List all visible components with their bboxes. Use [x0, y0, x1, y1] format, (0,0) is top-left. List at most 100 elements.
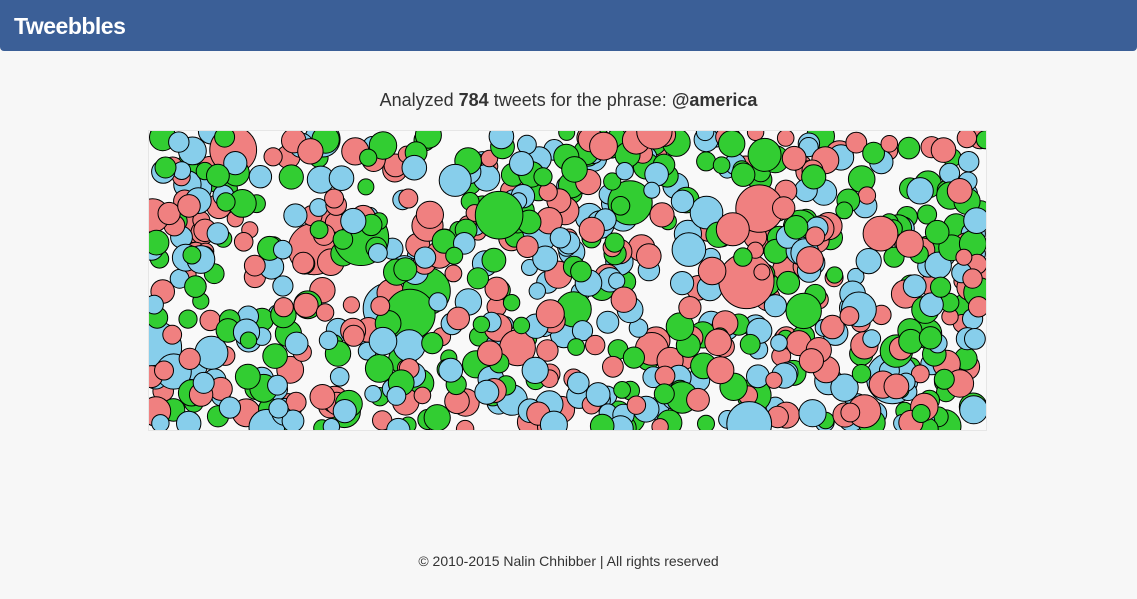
tweet-bubble[interactable]: [585, 334, 606, 356]
tweet-bubble[interactable]: [919, 292, 944, 317]
tweet-bubble[interactable]: [332, 229, 354, 250]
tweet-bubble[interactable]: [570, 260, 592, 283]
tweet-bubble[interactable]: [342, 324, 365, 347]
tweet-bubble[interactable]: [959, 395, 986, 425]
tweet-bubble[interactable]: [805, 226, 826, 247]
tweet-bubble[interactable]: [862, 141, 885, 165]
tweet-bubble[interactable]: [567, 338, 586, 356]
tweet-bubble[interactable]: [398, 188, 419, 209]
tweet-bubble[interactable]: [278, 164, 304, 190]
tweet-bubble[interactable]: [715, 212, 750, 247]
tweet-bubble[interactable]: [273, 297, 294, 318]
tweet-bubble[interactable]: [281, 409, 305, 430]
tweet-bubble[interactable]: [826, 266, 844, 284]
tweet-bubble[interactable]: [958, 151, 980, 173]
tweet-bubble[interactable]: [392, 329, 426, 363]
tweet-bubble[interactable]: [670, 271, 695, 296]
tweet-bubble[interactable]: [670, 189, 695, 214]
tweet-bubble[interactable]: [770, 334, 788, 352]
tweet-bubble[interactable]: [602, 355, 624, 378]
tweet-bubble[interactable]: [561, 156, 588, 183]
tweet-bubble[interactable]: [697, 256, 727, 286]
tweet-bubble[interactable]: [293, 292, 319, 318]
tweet-bubble[interactable]: [481, 247, 507, 273]
tweet-bubble[interactable]: [712, 156, 731, 175]
tweet-bubble[interactable]: [318, 330, 339, 351]
tweet-bubble[interactable]: [695, 131, 715, 142]
tweet-bubble[interactable]: [558, 131, 576, 141]
tweet-bubble[interactable]: [924, 219, 950, 245]
tweet-bubble[interactable]: [962, 268, 983, 289]
tweet-bubble[interactable]: [248, 165, 273, 189]
tweet-bubble[interactable]: [488, 131, 515, 150]
tweet-bubble[interactable]: [589, 131, 618, 161]
tweet-bubble[interactable]: [329, 367, 350, 387]
tweet-bubble[interactable]: [218, 396, 242, 419]
tweet-bubble[interactable]: [753, 263, 771, 281]
tweet-bubble[interactable]: [401, 154, 428, 181]
tweet-bubble[interactable]: [484, 276, 509, 302]
tweet-bubble[interactable]: [273, 239, 293, 260]
tweet-bubble[interactable]: [357, 178, 375, 196]
tweet-bubble[interactable]: [322, 418, 341, 431]
tweet-bubble[interactable]: [157, 201, 181, 226]
tweet-bubble[interactable]: [604, 232, 625, 253]
tweet-bubble[interactable]: [206, 163, 230, 188]
tweet-bubble[interactable]: [533, 167, 553, 187]
tweet-bubble[interactable]: [359, 148, 378, 167]
tweet-bubble[interactable]: [272, 275, 294, 297]
tweet-bubble[interactable]: [532, 245, 559, 272]
tweet-bubble[interactable]: [292, 251, 315, 275]
tweet-bubble[interactable]: [772, 196, 796, 220]
tweet-bubble[interactable]: [835, 201, 854, 220]
tweet-bubble[interactable]: [733, 247, 753, 267]
tweet-bubble[interactable]: [917, 204, 938, 225]
tweet-bubble[interactable]: [535, 299, 565, 329]
tweet-bubble[interactable]: [585, 382, 611, 407]
tweet-bubble[interactable]: [678, 296, 702, 320]
tweet-bubble[interactable]: [964, 328, 986, 350]
tweet-bubble[interactable]: [393, 257, 418, 282]
tweet-bubble[interactable]: [930, 276, 952, 298]
tweet-bubble[interactable]: [536, 339, 559, 362]
tweet-bubble[interactable]: [284, 331, 309, 356]
tweet-bubble[interactable]: [596, 310, 620, 334]
tweet-bubble[interactable]: [472, 315, 491, 334]
tweet-bubble[interactable]: [686, 387, 710, 412]
tweet-bubble[interactable]: [178, 309, 198, 329]
tweet-bubble[interactable]: [776, 270, 801, 295]
tweet-bubble[interactable]: [239, 331, 258, 349]
tweet-bubble[interactable]: [368, 131, 398, 160]
tweet-bubble[interactable]: [930, 137, 957, 163]
tweet-bubble[interactable]: [933, 368, 955, 390]
tweet-bubble[interactable]: [192, 371, 215, 394]
tweet-bubble[interactable]: [474, 379, 500, 405]
tweet-bubble[interactable]: [911, 404, 931, 423]
tweet-bubble[interactable]: [438, 357, 464, 383]
tweet-bubble[interactable]: [718, 131, 746, 158]
tweet-bubble[interactable]: [955, 248, 973, 266]
tweet-bubble[interactable]: [364, 384, 382, 403]
tweet-bubble[interactable]: [413, 386, 432, 405]
tweet-bubble[interactable]: [445, 246, 464, 265]
tweet-bubble[interactable]: [578, 216, 605, 243]
tweet-bubble[interactable]: [902, 274, 927, 299]
tweet-bubble[interactable]: [512, 316, 531, 335]
tweet-bubble[interactable]: [963, 207, 986, 234]
tweet-bubble[interactable]: [151, 414, 170, 430]
tweet-bubble[interactable]: [214, 131, 236, 148]
tweet-bubble[interactable]: [149, 294, 164, 315]
tweet-bubble[interactable]: [608, 272, 626, 290]
tweet-bubble[interactable]: [571, 320, 594, 342]
tweet-bubble[interactable]: [455, 419, 475, 430]
tweet-bubble[interactable]: [746, 364, 770, 389]
tweet-bubble[interactable]: [880, 135, 899, 153]
tweet-bubble[interactable]: [521, 356, 549, 384]
tweet-bubble[interactable]: [268, 398, 289, 419]
tweet-bubble[interactable]: [477, 340, 503, 366]
tweet-bubble[interactable]: [589, 413, 615, 430]
tweet-bubble[interactable]: [653, 383, 675, 405]
tweet-bubble[interactable]: [328, 165, 355, 192]
tweet-bubble[interactable]: [731, 162, 756, 187]
tweet-bubble[interactable]: [739, 333, 761, 355]
